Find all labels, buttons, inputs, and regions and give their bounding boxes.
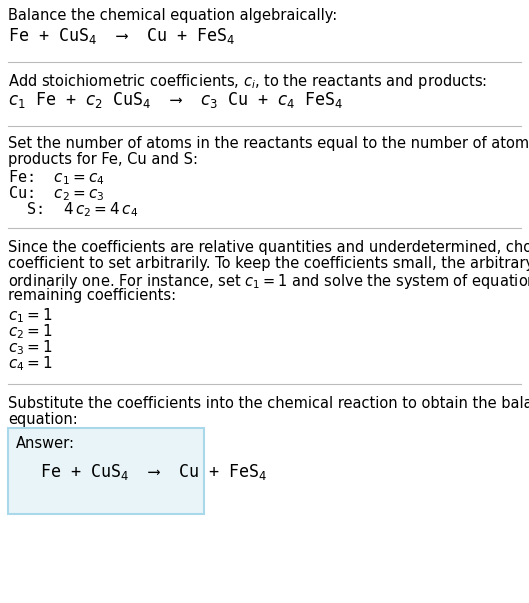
Text: ordinarily one. For instance, set $c_1 = 1$ and solve the system of equations fo: ordinarily one. For instance, set $c_1 =… xyxy=(8,272,529,291)
Text: Fe + CuS$_4$  ⟶  Cu + FeS$_4$: Fe + CuS$_4$ ⟶ Cu + FeS$_4$ xyxy=(8,26,235,46)
Text: remaining coefficients:: remaining coefficients: xyxy=(8,288,176,303)
Text: Answer:: Answer: xyxy=(16,436,75,451)
Text: $c_1 = 1$: $c_1 = 1$ xyxy=(8,306,52,324)
Text: Since the coefficients are relative quantities and underdetermined, choose a: Since the coefficients are relative quan… xyxy=(8,240,529,255)
Text: $c_3 = 1$: $c_3 = 1$ xyxy=(8,338,52,357)
Text: Balance the chemical equation algebraically:: Balance the chemical equation algebraica… xyxy=(8,8,338,23)
Text: coefficient to set arbitrarily. To keep the coefficients small, the arbitrary va: coefficient to set arbitrarily. To keep … xyxy=(8,256,529,271)
FancyBboxPatch shape xyxy=(8,428,204,514)
Text: Add stoichiometric coefficients, $c_i$, to the reactants and products:: Add stoichiometric coefficients, $c_i$, … xyxy=(8,72,487,91)
Text: Set the number of atoms in the reactants equal to the number of atoms in the: Set the number of atoms in the reactants… xyxy=(8,136,529,151)
Text: $c_1$ Fe + $c_2$ CuS$_4$  ⟶  $c_3$ Cu + $c_4$ FeS$_4$: $c_1$ Fe + $c_2$ CuS$_4$ ⟶ $c_3$ Cu + $c… xyxy=(8,90,343,110)
Text: equation:: equation: xyxy=(8,412,78,427)
Text: $c_2 = 1$: $c_2 = 1$ xyxy=(8,322,52,341)
Text: Substitute the coefficients into the chemical reaction to obtain the balanced: Substitute the coefficients into the che… xyxy=(8,396,529,411)
Text: Fe + CuS$_4$  ⟶  Cu + FeS$_4$: Fe + CuS$_4$ ⟶ Cu + FeS$_4$ xyxy=(40,462,267,482)
Text: Cu:  $c_2 = c_3$: Cu: $c_2 = c_3$ xyxy=(8,184,105,203)
Text: Fe:  $c_1 = c_4$: Fe: $c_1 = c_4$ xyxy=(8,168,105,187)
Text: S:  $4\,c_2 = 4\,c_4$: S: $4\,c_2 = 4\,c_4$ xyxy=(8,200,138,219)
Text: products for Fe, Cu and S:: products for Fe, Cu and S: xyxy=(8,152,198,167)
Text: $c_4 = 1$: $c_4 = 1$ xyxy=(8,354,52,373)
